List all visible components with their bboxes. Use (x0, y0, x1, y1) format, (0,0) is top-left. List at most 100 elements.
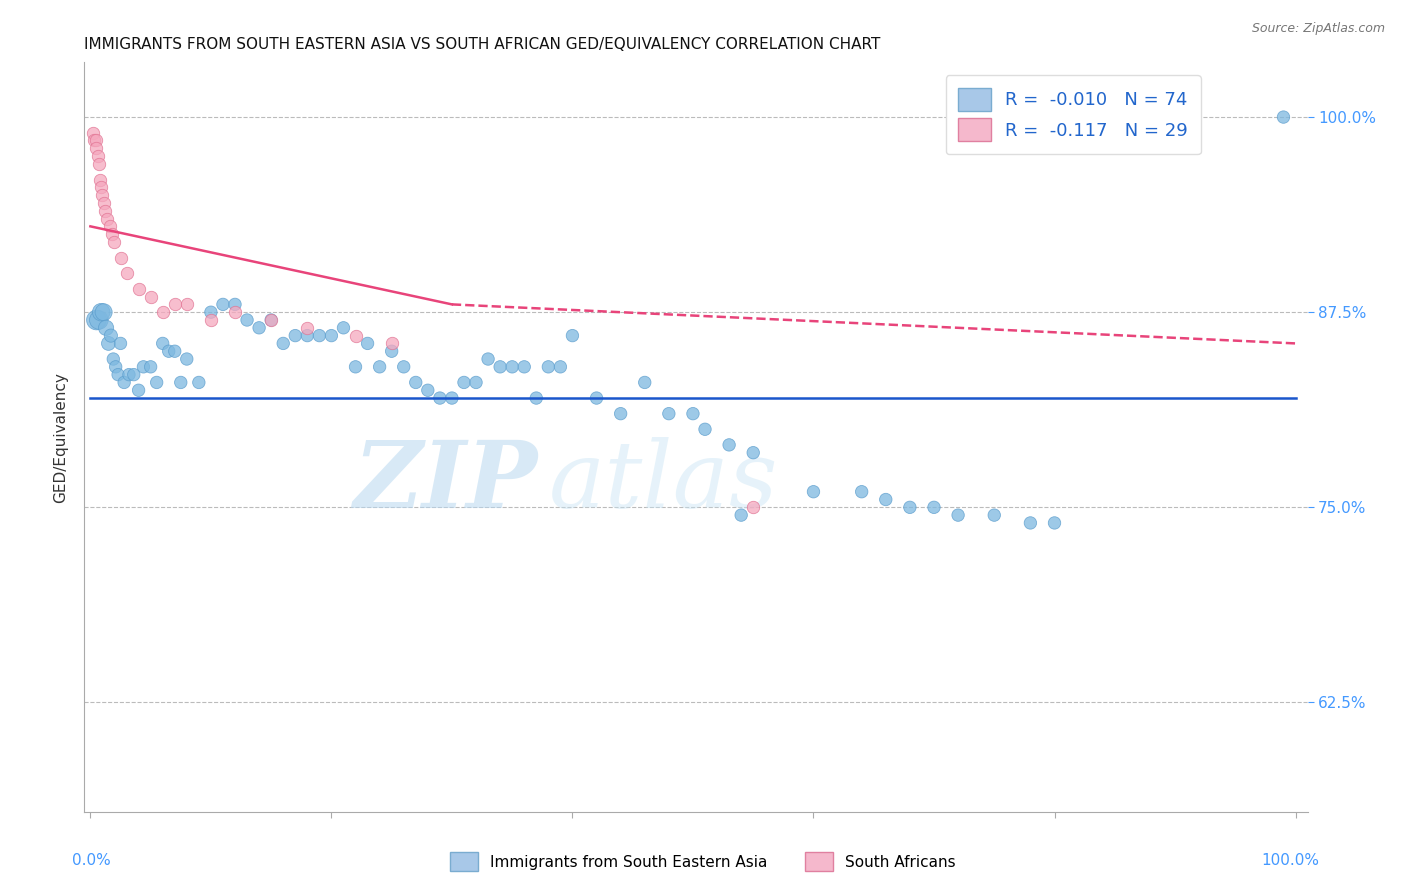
Point (86, 141, 108, 155)
Point (501, 359, 523, 374)
Point (513, 359, 536, 374)
Point (139, 289, 162, 303)
Point (260, 313, 283, 327)
Point (89, 172, 111, 186)
Point (96, 211, 118, 226)
Point (356, 336, 378, 351)
Point (983, 508, 1005, 523)
Point (94, 320, 117, 334)
Point (308, 328, 330, 343)
Point (381, 336, 404, 351)
Point (157, 344, 180, 359)
Point (1019, 516, 1042, 530)
Legend: Immigrants from South Eastern Asia, South Africans: Immigrants from South Eastern Asia, Sout… (444, 847, 962, 877)
Point (537, 359, 560, 374)
Point (297, 320, 319, 334)
Point (344, 359, 367, 374)
Point (851, 484, 873, 499)
Point (297, 328, 319, 343)
Point (247, 320, 270, 334)
Point (107, 368, 129, 382)
Point (93, 195, 115, 210)
Point (405, 376, 427, 390)
Point (742, 445, 765, 459)
Point (128, 384, 150, 398)
Point (429, 391, 451, 405)
Text: 0.0%: 0.0% (72, 853, 111, 868)
Point (803, 484, 825, 499)
Point (115, 266, 138, 280)
Text: 100.0%: 100.0% (1261, 853, 1320, 868)
Point (440, 391, 463, 405)
Point (718, 438, 741, 452)
Point (224, 297, 246, 311)
Point (93, 305, 115, 319)
Point (524, 391, 547, 405)
Point (139, 359, 162, 374)
Point (1043, 516, 1066, 530)
Text: IMMIGRANTS FROM SOUTH EASTERN ASIA VS SOUTH AFRICAN GED/EQUIVALENCY CORRELATION : IMMIGRANTS FROM SOUTH EASTERN ASIA VS SO… (84, 37, 880, 52)
Point (898, 500, 921, 515)
Point (946, 508, 969, 523)
Point (86, 149, 108, 163)
Text: Source: ZipAtlas.com: Source: ZipAtlas.com (1251, 22, 1385, 36)
Point (86, 133, 108, 147)
Point (104, 359, 127, 374)
Point (103, 235, 125, 249)
Point (90, 305, 112, 319)
Point (1272, 110, 1295, 124)
Point (634, 376, 657, 390)
Point (321, 328, 343, 343)
Point (94, 203, 117, 218)
Point (163, 344, 186, 359)
Point (416, 384, 439, 398)
Point (112, 376, 135, 390)
Point (176, 351, 198, 366)
Point (609, 407, 631, 421)
Point (368, 359, 391, 374)
Point (122, 368, 145, 382)
Point (453, 376, 475, 390)
Point (922, 500, 945, 515)
Point (110, 251, 132, 265)
Point (83, 133, 105, 147)
Point (730, 508, 752, 523)
Point (344, 328, 367, 343)
Point (118, 368, 141, 382)
Point (658, 407, 681, 421)
Point (284, 328, 307, 343)
Point (101, 227, 124, 241)
Point (392, 359, 415, 374)
Point (693, 422, 716, 436)
Point (152, 305, 174, 319)
Point (465, 376, 488, 390)
Point (200, 313, 222, 327)
Text: ZIP: ZIP (353, 437, 537, 527)
Point (585, 391, 607, 405)
Point (271, 336, 294, 351)
Point (170, 376, 193, 390)
Point (128, 282, 150, 296)
Point (91, 188, 114, 202)
Point (332, 320, 354, 334)
Point (477, 351, 499, 366)
Point (381, 344, 404, 359)
Point (176, 297, 198, 311)
Point (224, 305, 246, 319)
Point (145, 376, 167, 390)
Point (561, 328, 583, 343)
Point (489, 359, 512, 374)
Y-axis label: GED/Equivalency: GED/Equivalency (53, 372, 69, 502)
Point (82, 126, 104, 140)
Point (236, 313, 259, 327)
Legend: R =  -0.010   N = 74, R =  -0.117   N = 29: R = -0.010 N = 74, R = -0.117 N = 29 (946, 75, 1201, 154)
Point (682, 407, 704, 421)
Point (260, 313, 283, 327)
Point (87, 313, 110, 327)
Point (163, 297, 186, 311)
Point (87, 157, 110, 171)
Point (875, 492, 897, 507)
Point (103, 351, 125, 366)
Point (110, 336, 132, 351)
Point (86, 313, 108, 327)
